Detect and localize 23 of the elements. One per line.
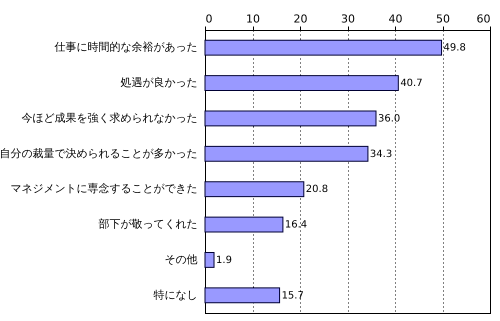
- y-tick-label: 特になし: [154, 288, 198, 302]
- y-tick-label: 処遇が良かった: [120, 76, 198, 90]
- x-tick-label: 20: [294, 12, 308, 26]
- y-tick-label: 仕事に時間的な余裕があった: [54, 40, 198, 54]
- data-label: 49.8: [444, 42, 466, 54]
- y-tick-label: 部下が敬ってくれた: [98, 218, 198, 231]
- y-tick-label: 自分の裁量で決められることが多かった: [0, 146, 198, 160]
- data-label: 40.7: [400, 78, 423, 90]
- data-label: 16.4: [284, 220, 308, 231]
- data-label: 1.9: [216, 254, 232, 266]
- x-tick-label: 30: [341, 12, 355, 26]
- y-tick-label: 今ほど成果を強く求められなかった: [22, 111, 198, 124]
- data-label: 36.0: [378, 113, 400, 124]
- data-label: 20.8: [306, 184, 328, 196]
- x-tick-label: 60: [476, 12, 490, 26]
- x-tick-label: 40: [388, 12, 402, 26]
- data-label: 34.3: [370, 148, 392, 160]
- data-label: 15.7: [282, 290, 304, 302]
- y-tick-label: その他: [164, 252, 198, 266]
- x-tick-label: 10: [246, 12, 260, 26]
- y-tick-label: マネジメントに専念することができた: [10, 182, 198, 196]
- x-tick-label: 50: [436, 12, 450, 26]
- x-tick-label: 0: [206, 12, 212, 26]
